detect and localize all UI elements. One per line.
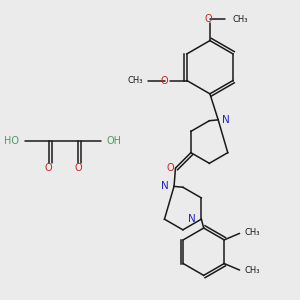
Text: O: O: [205, 14, 212, 24]
Text: CH₃: CH₃: [244, 266, 260, 275]
Text: O: O: [45, 163, 52, 173]
Text: N: N: [188, 214, 196, 224]
Text: N: N: [222, 115, 230, 125]
Text: CH₃: CH₃: [128, 76, 143, 85]
Text: CH₃: CH₃: [233, 15, 248, 24]
Text: O: O: [167, 163, 174, 173]
Text: OH: OH: [106, 136, 122, 146]
Text: O: O: [161, 76, 169, 85]
Text: N: N: [161, 182, 169, 191]
Text: HO: HO: [4, 136, 19, 146]
Text: CH₃: CH₃: [244, 228, 260, 237]
Text: O: O: [74, 163, 82, 173]
